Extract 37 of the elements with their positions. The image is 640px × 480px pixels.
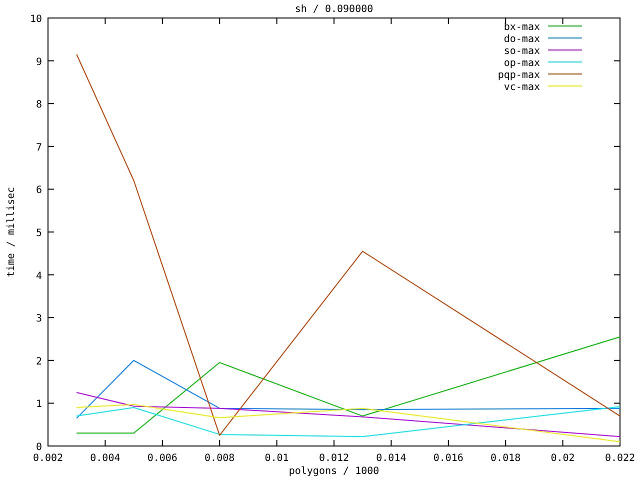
y-tick-label: 5 xyxy=(36,228,42,239)
x-tick-label: 0.006 xyxy=(147,453,178,464)
legend-label: op-max xyxy=(504,58,540,69)
x-tick-label: 0.01 xyxy=(264,453,289,464)
y-tick-label: 7 xyxy=(36,142,42,154)
y-tick-label: 1 xyxy=(36,399,42,410)
x-tick-label: 0.016 xyxy=(433,453,464,464)
y-tick-label: 0 xyxy=(36,442,42,453)
y-tick-label: 6 xyxy=(36,185,42,196)
x-tick-label: 0.014 xyxy=(376,453,406,464)
y-tick-label: 4 xyxy=(36,270,42,282)
legend-label: vc-max xyxy=(504,82,540,93)
legend-label: so-max xyxy=(504,46,540,57)
legend-label: pqp-max xyxy=(498,70,540,81)
legend-label: do-max xyxy=(504,34,540,45)
x-tick-label: 0.018 xyxy=(490,453,521,464)
x-tick-label: 0.004 xyxy=(90,453,120,464)
y-tick-label: 10 xyxy=(30,14,42,25)
line-series xyxy=(76,404,620,442)
y-tick-label: 2 xyxy=(36,356,42,368)
line-series xyxy=(76,360,620,419)
x-tick-label: 0.012 xyxy=(318,453,350,464)
x-tick-label: 0.008 xyxy=(204,453,235,464)
y-tick-label: 3 xyxy=(36,314,42,325)
line-series xyxy=(76,406,620,438)
legend-label: bx-max xyxy=(504,22,540,33)
x-tick-label: 0.02 xyxy=(550,453,575,464)
y-axis-title: time / millisec xyxy=(6,186,17,278)
line-series xyxy=(76,336,620,434)
y-tick-label: 9 xyxy=(36,56,42,68)
x-tick-label: 0.002 xyxy=(32,453,64,464)
y-tick-label: 8 xyxy=(36,100,42,111)
x-tick-label: 0.022 xyxy=(604,453,636,464)
line-series xyxy=(76,54,620,436)
chart-title: sh / 0.090000 xyxy=(294,4,374,15)
line-series xyxy=(76,392,620,438)
x-axis-title: polygons / 1000 xyxy=(288,466,380,477)
